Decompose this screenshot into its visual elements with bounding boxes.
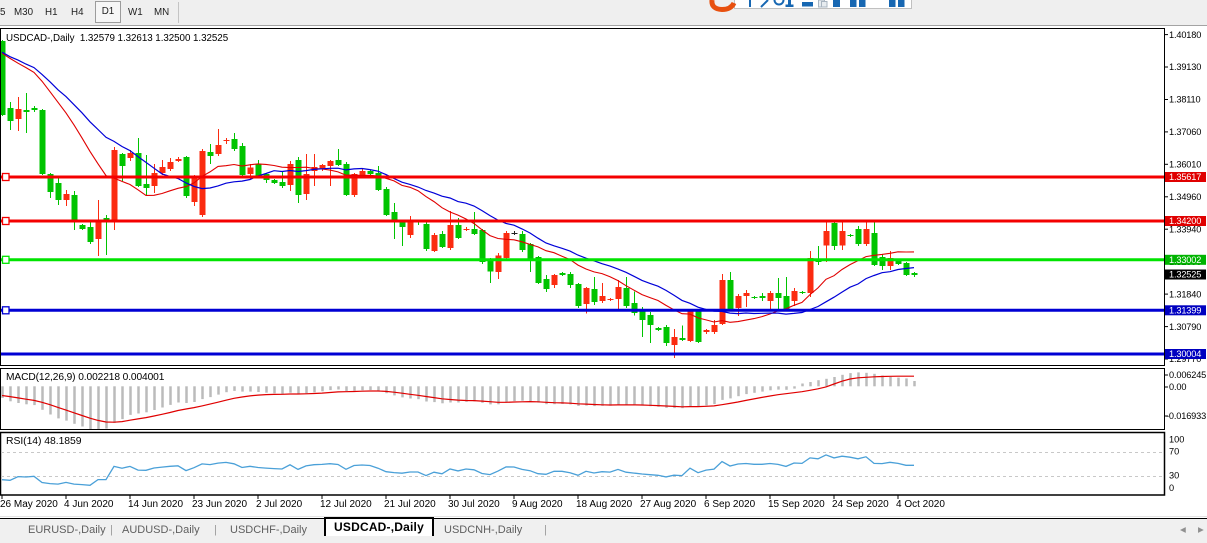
- svg-text:1.30790: 1.30790: [1169, 322, 1201, 332]
- svg-text:1.31399: 1.31399: [1169, 306, 1201, 316]
- svg-text:1.38110: 1.38110: [1169, 95, 1201, 105]
- svg-text:1.30004: 1.30004: [1169, 349, 1201, 359]
- svg-text:1.37060: 1.37060: [1169, 127, 1201, 137]
- svg-text:0: 0: [1169, 483, 1174, 493]
- svg-text:9 Aug 2020: 9 Aug 2020: [512, 499, 563, 510]
- svg-text:1.34200: 1.34200: [1169, 216, 1201, 226]
- svg-text:RSI(14) 48.1859: RSI(14) 48.1859: [6, 436, 82, 447]
- svg-text:1.36010: 1.36010: [1169, 160, 1201, 170]
- svg-text:1.32525: 1.32525: [1169, 270, 1201, 280]
- svg-text:2 Jul 2020: 2 Jul 2020: [256, 499, 303, 510]
- svg-text:21 Jul 2020: 21 Jul 2020: [384, 499, 436, 510]
- svg-text:USDCAD-,Daily 1.32579 1.32613: USDCAD-,Daily 1.32579 1.32613 1.32500 1.…: [6, 33, 229, 44]
- svg-text:MACD(12,26,9) 0.002218 0.00400: MACD(12,26,9) 0.002218 0.004001: [6, 372, 165, 383]
- svg-text:70: 70: [1169, 447, 1179, 457]
- svg-text:100: 100: [1169, 435, 1184, 445]
- svg-text:27 Aug 2020: 27 Aug 2020: [640, 499, 697, 510]
- svg-text:6 Sep 2020: 6 Sep 2020: [704, 499, 756, 510]
- svg-text:1.40180: 1.40180: [1169, 30, 1201, 40]
- svg-text:30 Jul 2020: 30 Jul 2020: [448, 499, 500, 510]
- svg-text:12 Jul 2020: 12 Jul 2020: [320, 499, 372, 510]
- svg-text:1.29770: 1.29770: [1169, 354, 1201, 364]
- svg-text:26 May 2020: 26 May 2020: [0, 499, 58, 510]
- svg-text:0.006245: 0.006245: [1169, 370, 1206, 380]
- svg-text:18 Aug 2020: 18 Aug 2020: [576, 499, 633, 510]
- svg-text:15 Sep 2020: 15 Sep 2020: [768, 499, 825, 510]
- svg-text:14 Jun 2020: 14 Jun 2020: [128, 499, 183, 510]
- svg-text:24 Sep 2020: 24 Sep 2020: [832, 499, 889, 510]
- svg-text:1.33002: 1.33002: [1169, 255, 1201, 265]
- svg-text:1.35617: 1.35617: [1169, 172, 1201, 182]
- svg-text:-0.016933: -0.016933: [1166, 411, 1206, 421]
- svg-text:1.31840: 1.31840: [1169, 289, 1201, 299]
- svg-text:1.33940: 1.33940: [1169, 224, 1201, 234]
- svg-text:0.00: 0.00: [1169, 382, 1186, 392]
- svg-text:30: 30: [1169, 471, 1179, 481]
- svg-text:23 Jun 2020: 23 Jun 2020: [192, 499, 247, 510]
- svg-text:1.34960: 1.34960: [1169, 192, 1201, 202]
- svg-text:1.39130: 1.39130: [1169, 62, 1201, 72]
- svg-text:4 Oct 2020: 4 Oct 2020: [896, 499, 945, 510]
- svg-text:4 Jun 2020: 4 Jun 2020: [64, 499, 114, 510]
